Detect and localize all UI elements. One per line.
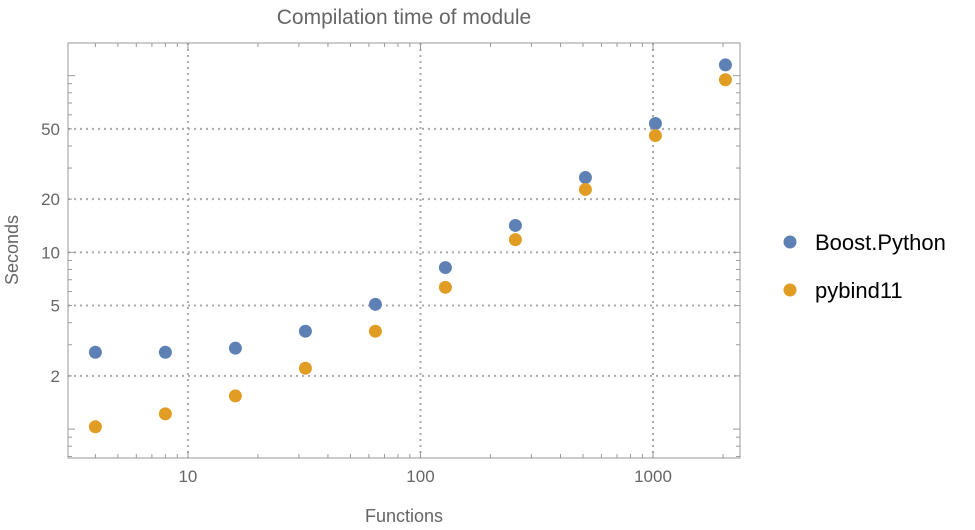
y-tick-label: 10 (41, 243, 60, 262)
data-point-pybind11 (88, 420, 102, 434)
legend-label-boost-python: Boost.Python (815, 230, 946, 255)
data-points (88, 58, 732, 434)
chart-title: Compilation time of module (277, 6, 531, 29)
legend: Boost.Python pybind11 (783, 230, 946, 303)
data-point-boost-python (578, 171, 592, 185)
data-point-pybind11 (158, 407, 172, 421)
grid (68, 43, 740, 458)
data-point-pybind11 (438, 280, 452, 294)
data-point-boost-python (368, 297, 382, 311)
data-point-boost-python (88, 345, 102, 359)
data-point-pybind11 (228, 389, 242, 403)
x-axis-label: Functions (365, 506, 443, 525)
y-tick-label: 20 (41, 190, 60, 209)
data-point-boost-python (158, 345, 172, 359)
data-point-pybind11 (578, 182, 592, 196)
legend-label-pybind11: pybind11 (815, 278, 903, 303)
data-point-boost-python (718, 58, 732, 72)
x-tick-label: 1000 (634, 467, 672, 486)
data-point-pybind11 (718, 73, 732, 87)
legend-marker-pybind11 (783, 283, 797, 297)
data-point-pybind11 (368, 324, 382, 338)
x-tick-label: 100 (406, 467, 434, 486)
data-point-pybind11 (298, 361, 312, 375)
data-point-boost-python (298, 324, 312, 338)
ticks: 10 100 1000 2 5 10 20 50 (41, 43, 740, 486)
legend-marker-boost-python (783, 235, 797, 249)
y-tick-label: 5 (51, 297, 60, 316)
data-point-boost-python (228, 341, 242, 355)
data-point-boost-python (508, 218, 522, 232)
data-point-boost-python (438, 261, 452, 275)
data-point-pybind11 (648, 129, 662, 143)
data-point-pybind11 (508, 233, 522, 247)
x-tick-label: 10 (178, 467, 197, 486)
y-tick-label: 2 (51, 367, 60, 386)
plot-frame (67, 42, 741, 459)
data-point-boost-python (648, 116, 662, 130)
y-tick-label: 50 (41, 120, 60, 139)
y-axis-label: Seconds (2, 215, 22, 285)
